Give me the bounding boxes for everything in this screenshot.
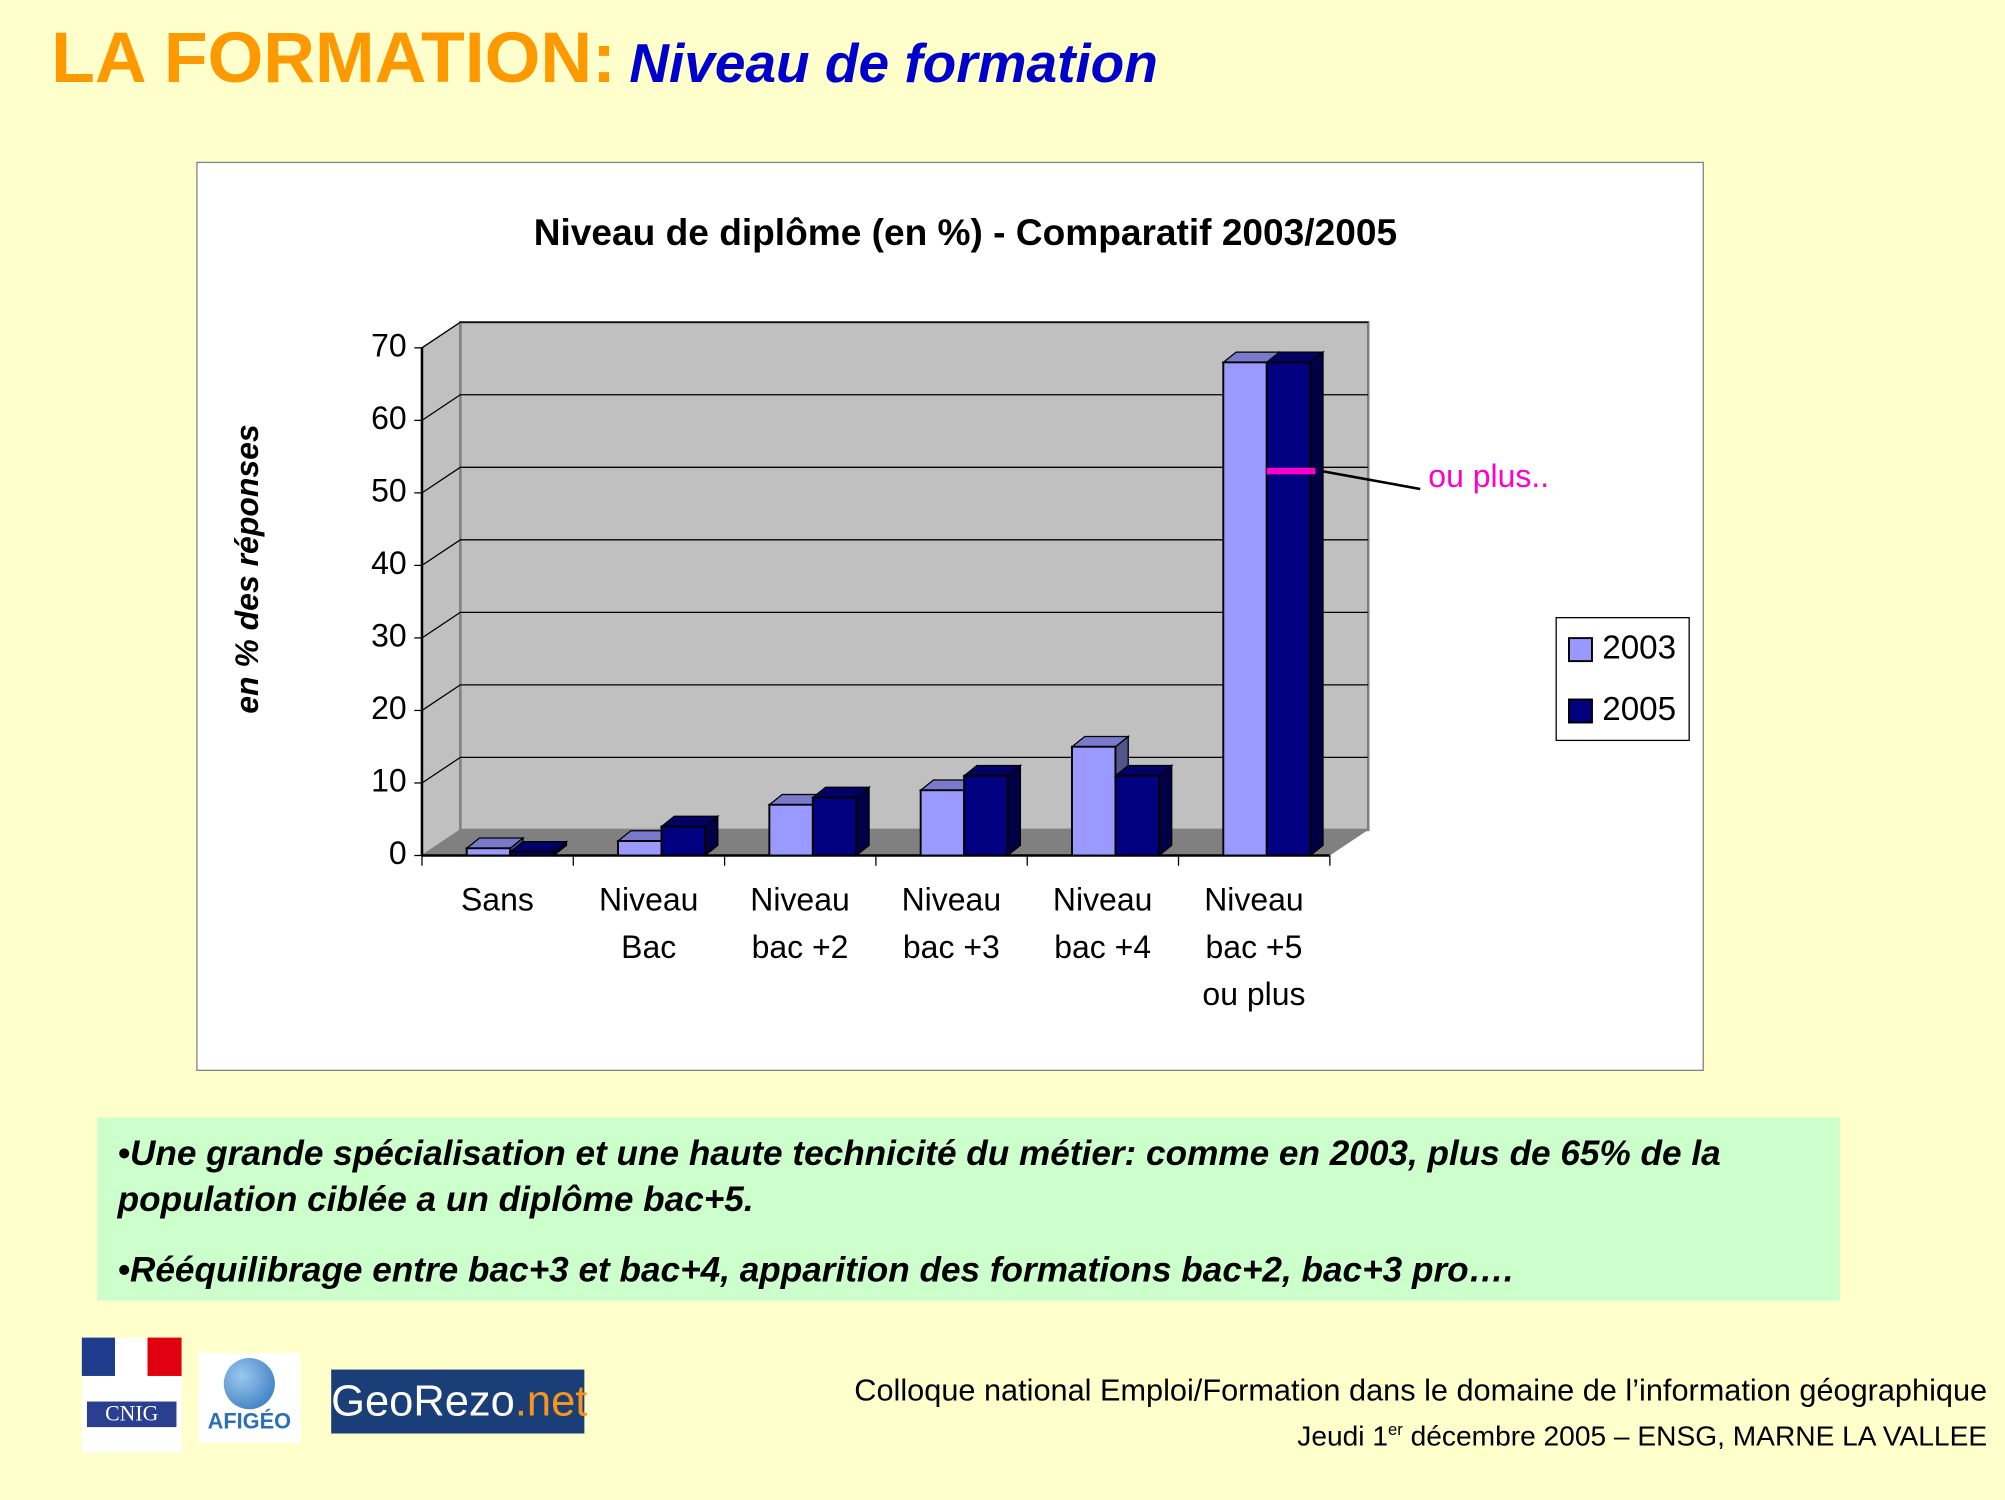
y-axis-label: en % des réponses bbox=[229, 424, 265, 713]
x-tick-label: Niveau bac +4 bbox=[1052, 882, 1153, 966]
footer-text: décembre 2005 – ENSG, MARNE LA VALLEE bbox=[1402, 1419, 1988, 1452]
note: •Rééquilibrage entre bac+3 et bac+4, app… bbox=[117, 1249, 1514, 1290]
x-tick-label: Niveau bac +5 ou plus bbox=[1202, 882, 1306, 1013]
bar-side bbox=[855, 785, 870, 857]
bar-side bbox=[1158, 764, 1173, 857]
bar-front bbox=[1222, 361, 1268, 857]
footer-line: Jeudi 1er décembre 2005 – ENSG, MARNE LA… bbox=[854, 1410, 1987, 1455]
y-tick-label: 60 bbox=[371, 400, 407, 436]
y-tick-label: 20 bbox=[371, 690, 407, 726]
bar-front bbox=[768, 803, 814, 857]
bar bbox=[508, 840, 569, 857]
bar-front bbox=[509, 850, 555, 857]
bar-side bbox=[1309, 350, 1324, 857]
legend-label: 2003 bbox=[1602, 629, 1676, 666]
grid-line bbox=[421, 394, 1369, 421]
y-tick-label: 0 bbox=[389, 835, 407, 871]
logo-flag bbox=[81, 1337, 182, 1376]
footer-line: Colloque national Emploi/Formation dans … bbox=[854, 1373, 1988, 1408]
bar-front bbox=[1265, 361, 1312, 857]
bar bbox=[1113, 764, 1174, 857]
bar-side bbox=[1006, 764, 1022, 857]
x-tick-label: Sans bbox=[460, 882, 534, 919]
logo-text: AFIGÉO bbox=[207, 1409, 292, 1434]
bar-front bbox=[660, 825, 706, 857]
bar bbox=[811, 785, 871, 857]
annotation-text: ou plus.. bbox=[1428, 458, 1549, 494]
annotation-leader bbox=[1321, 469, 1421, 491]
bar-front bbox=[465, 847, 512, 857]
footer: Colloque national Emploi/Formation dans … bbox=[854, 1372, 1987, 1456]
x-tick-label: Niveau Bac bbox=[598, 882, 699, 966]
grid-line bbox=[421, 539, 1369, 566]
logo-globe bbox=[223, 1358, 275, 1410]
notes-box: •Une grande spécialisation et une haute … bbox=[97, 1117, 1841, 1301]
y-tick-label: 30 bbox=[371, 617, 407, 653]
left-wall bbox=[421, 321, 461, 857]
slide-header: LA FORMATION: Niveau de formation bbox=[51, 15, 1158, 98]
bar-front bbox=[919, 789, 966, 857]
slide-title: LA FORMATION: bbox=[51, 16, 616, 98]
grid-line bbox=[421, 611, 1369, 639]
bar bbox=[1264, 350, 1325, 857]
bar-front bbox=[963, 774, 1009, 857]
logo-cnig: CNIG bbox=[81, 1337, 182, 1453]
logo-text: CNIG bbox=[86, 1401, 177, 1428]
logo-text: .net bbox=[514, 1377, 588, 1426]
footer-sup: er bbox=[1388, 1419, 1403, 1439]
note: •Une grande spécialisation et une haute … bbox=[117, 1132, 1721, 1219]
bar-front bbox=[1114, 774, 1160, 857]
logo-afigeo: AFIGÉO bbox=[198, 1352, 301, 1443]
logo-text: GeoRezo bbox=[331, 1377, 515, 1426]
bar bbox=[659, 814, 720, 857]
bar-front bbox=[617, 840, 663, 857]
bar bbox=[962, 764, 1023, 857]
y-tick-label: 50 bbox=[371, 472, 407, 508]
y-tick-label: 40 bbox=[371, 545, 407, 581]
grid-line bbox=[421, 756, 1369, 784]
grid-line bbox=[421, 466, 1369, 494]
y-tick-label: 70 bbox=[371, 327, 407, 363]
slide-subtitle: Niveau de formation bbox=[629, 33, 1158, 95]
footer-text: Jeudi 1 bbox=[1297, 1419, 1389, 1452]
legend-swatch bbox=[1568, 698, 1593, 724]
grid-line bbox=[421, 321, 1369, 349]
x-tick-label: Niveau bac +2 bbox=[750, 882, 850, 966]
legend-swatch bbox=[1568, 637, 1593, 663]
logo-georezo: GeoRezo.net bbox=[331, 1369, 587, 1434]
legend-label: 2005 bbox=[1602, 691, 1676, 728]
bar-front bbox=[1071, 745, 1117, 857]
chart-title: Niveau de diplôme (en %) - Comparatif 20… bbox=[534, 211, 1397, 253]
bar-front bbox=[811, 796, 858, 857]
y-tick-label: 10 bbox=[371, 762, 407, 798]
x-tick-label: Niveau bac +3 bbox=[901, 882, 1002, 966]
grid-line bbox=[421, 684, 1369, 711]
